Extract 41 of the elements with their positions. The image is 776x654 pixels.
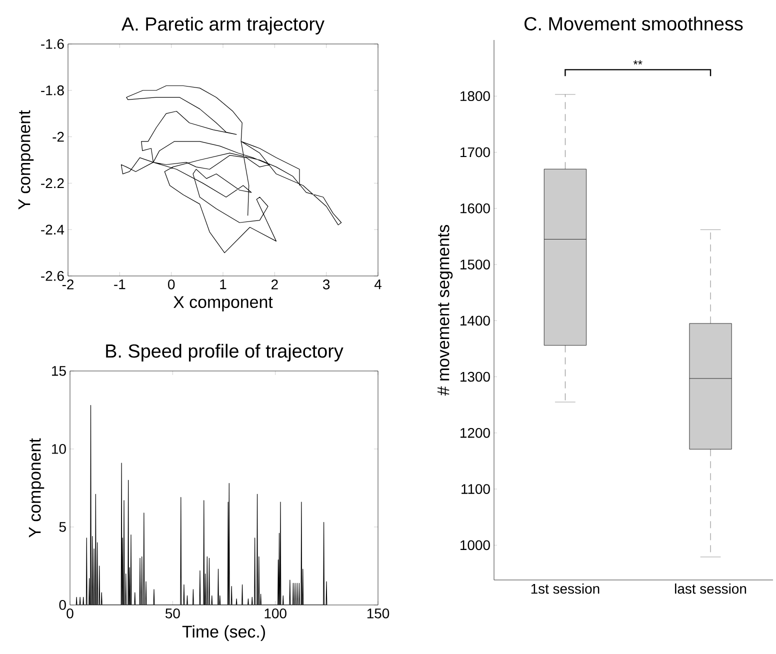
annotation: ** (633, 60, 642, 64)
y-tick-label: 1600 (460, 203, 490, 214)
y-tick-label: -2.6 (41, 271, 64, 281)
y-tick-label: -2.2 (41, 178, 64, 188)
y-tick-label: 1000 (460, 540, 490, 550)
y-axis-title: Y component (28, 438, 44, 538)
y-tick-label: 1800 (460, 91, 490, 102)
y-tick-label: -2.4 (41, 224, 64, 234)
y-axis-title: # movement segments (438, 224, 453, 396)
x-tick-label: 50 (165, 608, 180, 618)
y-tick-label: 1400 (460, 316, 490, 326)
y-tick-label: -1.6 (41, 39, 64, 49)
y-tick-label: 5 (59, 522, 66, 532)
y-tick-label: 1200 (460, 428, 490, 438)
x-tick-label: 150 (367, 608, 390, 618)
y-tick-label: 0 (59, 600, 66, 610)
x-tick-label: last session (675, 584, 746, 594)
y-axis-title: Y component (18, 110, 34, 210)
y-tick-label: 1300 (460, 372, 490, 382)
x-axis-title: Time (sec.) (182, 625, 265, 641)
y-tick-label: 15 (52, 366, 66, 376)
y-tick-label: 10 (52, 444, 66, 454)
x-tick-label: 4 (374, 280, 382, 290)
x-axis-title: X component (173, 296, 273, 312)
x-tick-label: -1 (114, 280, 126, 290)
y-tick-label: 1100 (462, 484, 490, 494)
y-tick-label: -2 (52, 132, 64, 142)
y-tick-label: -1.8 (41, 85, 64, 96)
x-tick-label: 2 (272, 279, 278, 290)
chart-title: C. Movement smoothness (524, 16, 743, 30)
x-tick-label: 0 (66, 608, 74, 618)
y-tick-label: 1500 (460, 260, 490, 270)
y-tick-label: 1700 (460, 147, 490, 158)
x-tick-label: 1 (220, 280, 226, 290)
x-tick-label: 1st session (531, 584, 600, 594)
x-tick-label: 0 (168, 279, 175, 290)
chart-title: B. Speed profile of trajectory (106, 344, 344, 362)
chart-title: A. Paretic arm trajectory (122, 16, 324, 34)
x-tick-label: 3 (322, 279, 330, 290)
line-series (120, 85, 342, 254)
x-tick-label: 100 (264, 608, 286, 618)
